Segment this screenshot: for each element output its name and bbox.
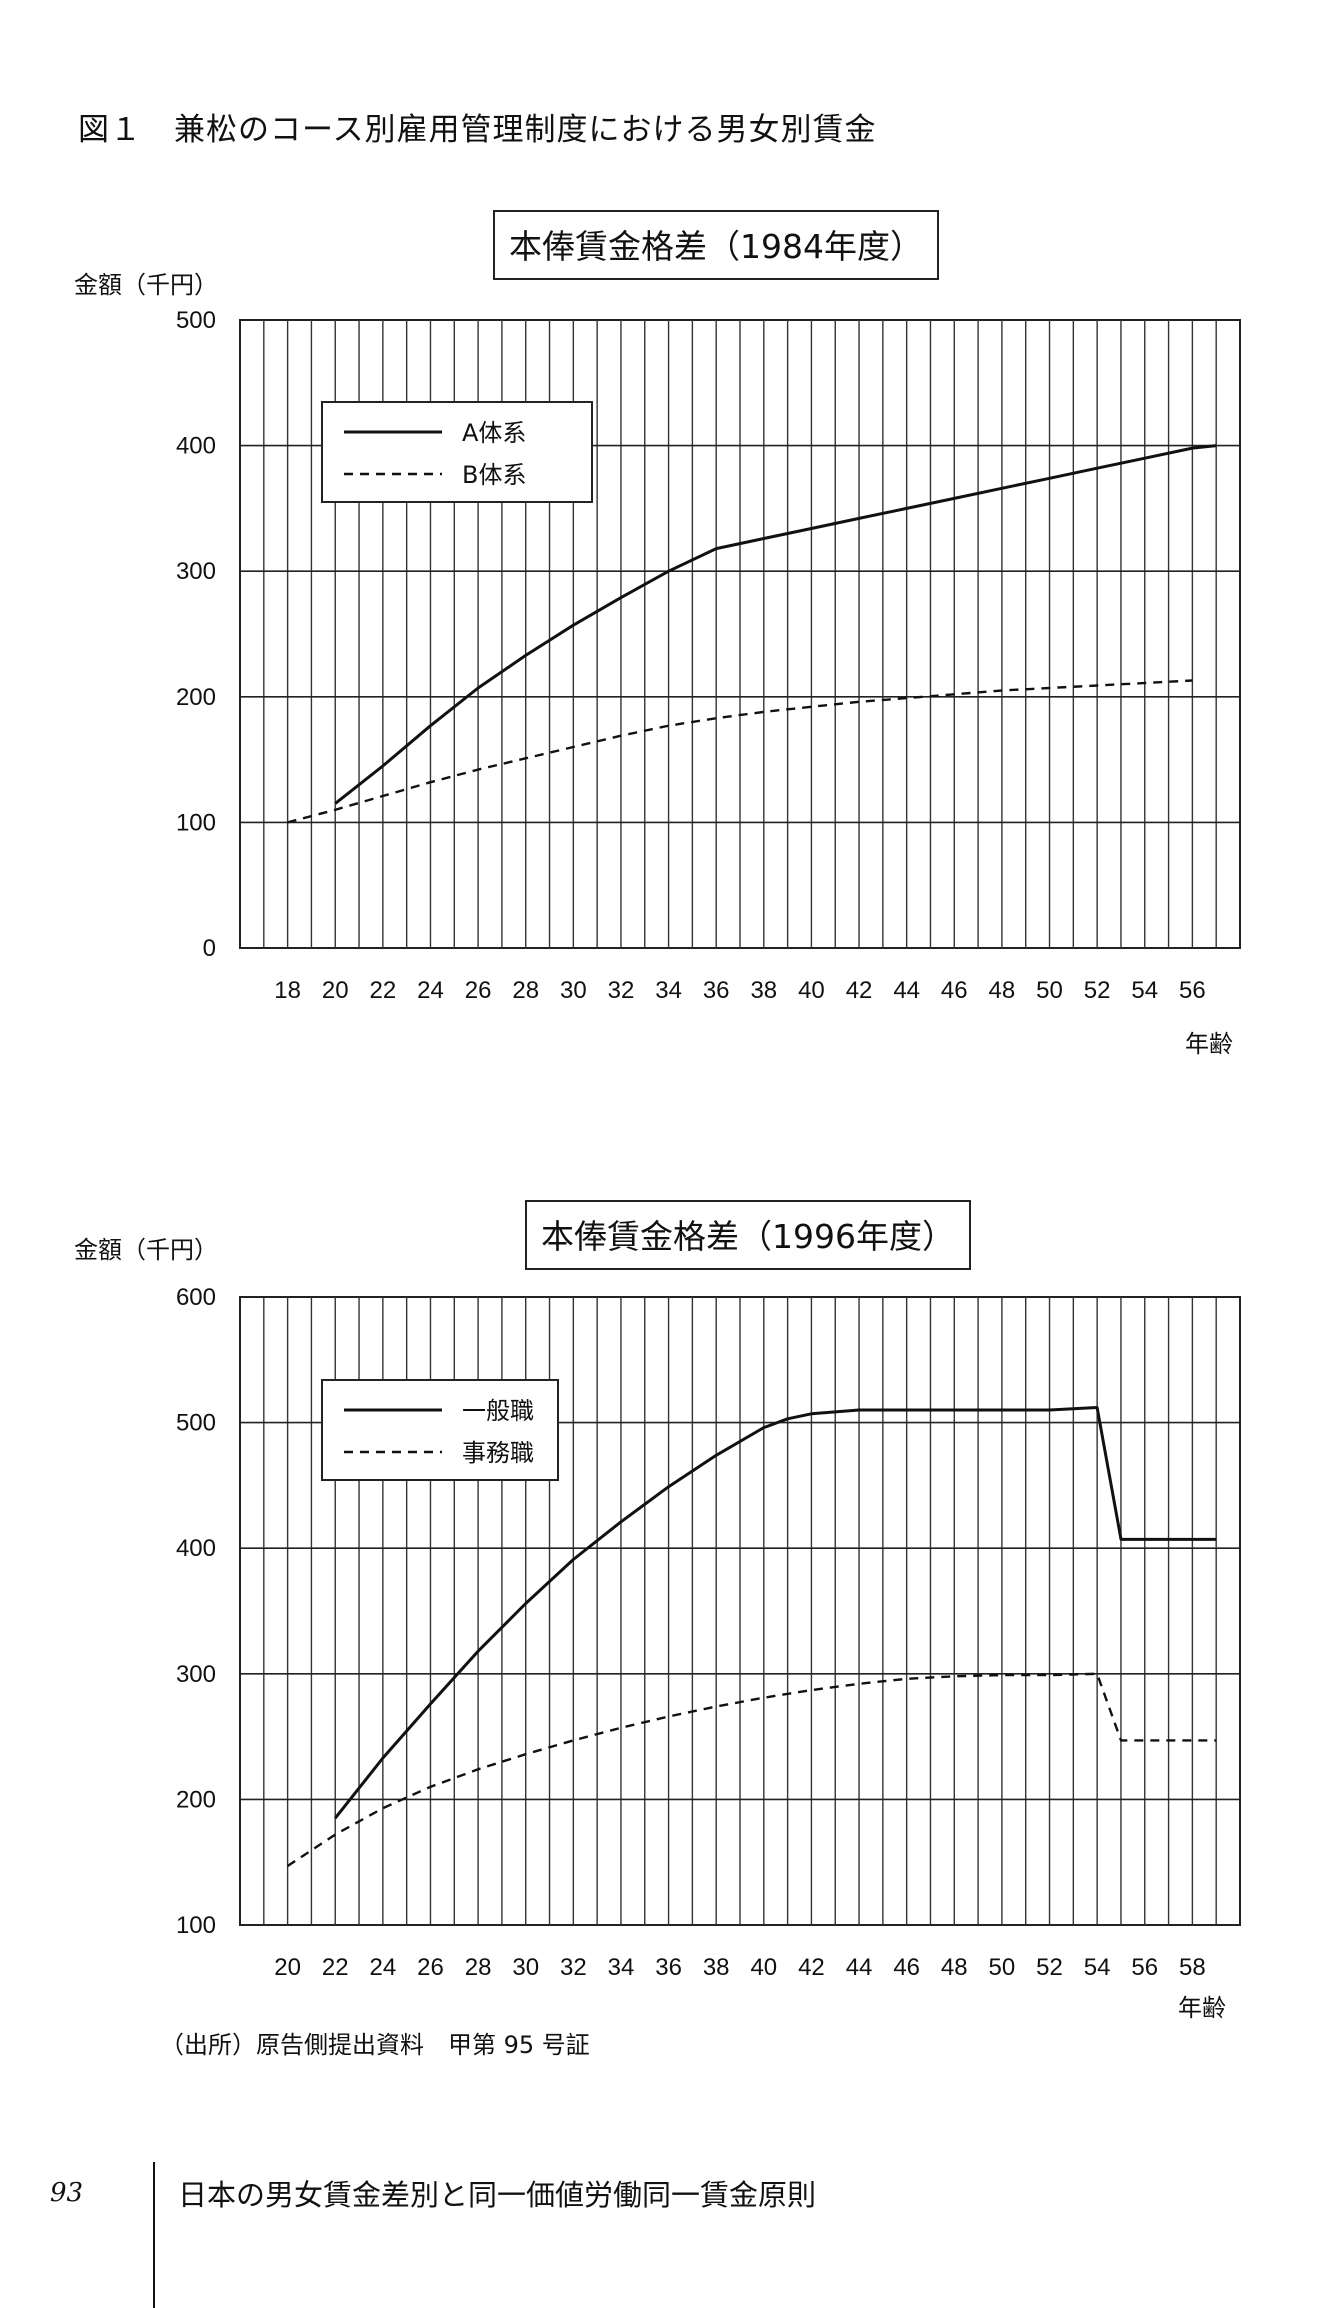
chart2-x-tick-label: 40 [750, 1954, 777, 1981]
chart1-x-tick-label: 34 [655, 977, 682, 1004]
figure-title: 図１ 兼松のコース別雇用管理制度における男女別賃金 [78, 112, 877, 148]
chart1-x-tick-label: 18 [274, 977, 301, 1004]
chart2-legend-label-2: 事務職 [462, 1439, 534, 1467]
chart1-y-tick-label: 500 [176, 307, 216, 334]
chart1-x-tick-label: 42 [846, 977, 873, 1004]
chart1-x-tick-label: 40 [798, 977, 825, 1004]
chart1-y-tick-label: 100 [176, 809, 216, 836]
chart1-x-tick-label: 28 [512, 977, 539, 1004]
chart1-x-tick-label: 46 [941, 977, 968, 1004]
book-title: 日本の男女賃金差別と同一価値労働同一賃金原則 [178, 2178, 817, 2212]
chart2-title: 本俸賃金格差（1996年度） [525, 1200, 971, 1270]
chart1-x-tick-label: 50 [1036, 977, 1063, 1004]
chart1-x-tick-label: 36 [703, 977, 730, 1004]
chart2-x-tick-label: 52 [1036, 1954, 1063, 1981]
chart1-legend-box [321, 401, 593, 503]
chart2-y-tick-label: 600 [176, 1284, 216, 1311]
chart2-x-tick-label: 42 [798, 1954, 825, 1981]
chart2-y-tick-label: 400 [176, 1535, 216, 1562]
chart1-x-axis-label: 年齢 [1185, 1030, 1233, 1058]
chart1-x-tick-label: 48 [989, 977, 1016, 1004]
chart2-x-tick-label: 24 [370, 1954, 397, 1981]
chart2-series-line-2 [286, 1672, 1217, 1868]
chart2-x-tick-label: 26 [417, 1954, 444, 1981]
chart2-x-tick-label: 38 [703, 1954, 730, 1981]
chart2-y-tick-label: 500 [176, 1410, 216, 1437]
footer-divider [153, 2162, 155, 2308]
page-number: 93 [50, 2178, 84, 2208]
chart1-y-tick-label: 300 [176, 558, 216, 585]
chart2-y-axis-label: 金額（千円） [74, 1236, 218, 1264]
chart1-x-tick-label: 20 [322, 977, 349, 1004]
chart2-y-tick-label: 100 [176, 1912, 216, 1939]
chart2-x-tick-label: 30 [512, 1954, 539, 1981]
chart2-x-tick-label: 20 [274, 1954, 301, 1981]
chart1-legend-label-1: A体系 [462, 419, 526, 447]
chart2-x-axis-label: 年齢 [1178, 1994, 1226, 2022]
chart2-x-tick-label: 32 [560, 1954, 587, 1981]
chart1-x-tick-label: 32 [608, 977, 635, 1004]
chart1-x-tick-label: 54 [1131, 977, 1158, 1004]
chart2-x-tick-label: 44 [846, 1954, 873, 1981]
chart1-x-tick-label: 44 [893, 977, 920, 1004]
chart2-legend-box [321, 1379, 559, 1481]
chart1-x-tick-label: 38 [750, 977, 777, 1004]
chart2-y-tick-label: 200 [176, 1786, 216, 1813]
chart2-x-tick-label: 54 [1084, 1954, 1111, 1981]
chart2-series-line-1 [334, 1406, 1217, 1820]
chart1-y-tick-label: 200 [176, 684, 216, 711]
chart1-x-tick-label: 30 [560, 977, 587, 1004]
chart2-y-tick-label: 300 [176, 1661, 216, 1688]
chart2-x-tick-label: 46 [893, 1954, 920, 1981]
chart1-y-tick-label: 400 [176, 433, 216, 460]
source-note: （出所）原告側提出資料 甲第 95 号証 [160, 2031, 590, 2059]
chart2-x-tick-label: 56 [1131, 1954, 1158, 1981]
chart2-legend-label-1: 一般職 [462, 1397, 534, 1425]
chart1-legend-label-2: B体系 [462, 461, 526, 489]
chart2-x-tick-label: 28 [465, 1954, 492, 1981]
chart1-y-axis-label: 金額（千円） [74, 271, 218, 299]
chart1-title: 本俸賃金格差（1984年度） [493, 210, 939, 280]
chart2-x-tick-label: 22 [322, 1954, 349, 1981]
chart2-x-tick-label: 36 [655, 1954, 682, 1981]
chart2-x-tick-label: 58 [1179, 1954, 1206, 1981]
chart2-x-tick-label: 34 [608, 1954, 635, 1981]
chart1-y-tick-label: 0 [203, 935, 216, 962]
chart1-x-tick-label: 26 [465, 977, 492, 1004]
chart2-x-tick-label: 50 [989, 1954, 1016, 1981]
chart1-x-tick-label: 52 [1084, 977, 1111, 1004]
chart2-x-tick-label: 48 [941, 1954, 968, 1981]
chart1-x-tick-label: 22 [370, 977, 397, 1004]
chart1-series-line-2 [287, 679, 1193, 824]
chart1-series-line-1 [334, 444, 1217, 805]
chart1-x-tick-label: 24 [417, 977, 444, 1004]
chart1-x-tick-label: 56 [1179, 977, 1206, 1004]
